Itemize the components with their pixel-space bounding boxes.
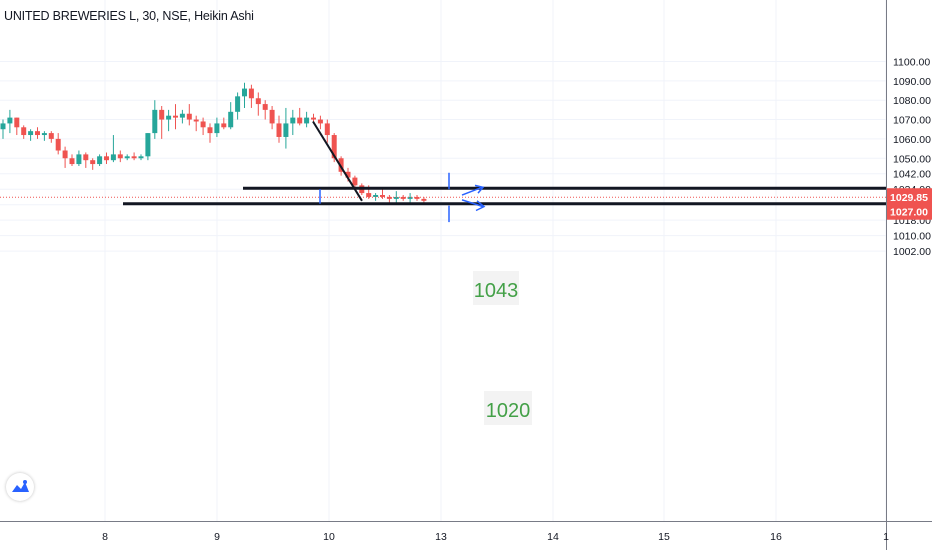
candle-body <box>304 117 310 124</box>
trend-line <box>312 120 363 202</box>
candle-body <box>214 123 220 134</box>
candle-body <box>69 158 75 165</box>
candle-body <box>207 127 213 134</box>
x-tick-label: 9 <box>214 531 220 543</box>
candle-body <box>414 196 420 199</box>
candle-body <box>400 196 406 199</box>
candle-body <box>380 195 385 197</box>
candle-body <box>48 133 54 139</box>
x-tick-label: 16 <box>770 531 782 543</box>
candle-body <box>324 123 330 136</box>
x-tick-label: 10 <box>323 531 335 543</box>
candle-body <box>221 123 227 128</box>
candle-body <box>131 156 137 159</box>
candle-body <box>55 138 61 151</box>
candle-body <box>373 195 379 197</box>
candle-body <box>262 104 268 110</box>
candle-body <box>242 88 247 97</box>
candle-body <box>41 133 47 136</box>
level-price-tag <box>887 202 932 220</box>
candle-body <box>173 115 178 118</box>
candle-body <box>352 177 358 186</box>
candle-body <box>235 96 241 112</box>
candle-body <box>110 154 116 161</box>
candle-body <box>407 196 413 199</box>
candle-body <box>124 156 130 159</box>
y-tick-label: 1080.00 <box>893 95 931 107</box>
arrow-up-head <box>474 184 485 194</box>
arrow-up-shaft <box>461 186 483 196</box>
candle-body <box>366 193 372 197</box>
x-tick-label: 15 <box>658 531 670 543</box>
candle-body <box>97 156 103 165</box>
candle-body <box>138 156 144 159</box>
candle-body <box>248 88 254 99</box>
candles-group <box>0 82 427 205</box>
candle-body <box>83 154 89 161</box>
candle-body <box>421 198 427 201</box>
y-tick-label: 1060.00 <box>893 134 931 146</box>
candle-body <box>255 98 261 105</box>
candle-body <box>104 156 109 161</box>
candle-body <box>166 115 172 120</box>
candle-body <box>90 160 96 165</box>
arrow-down-head <box>475 200 486 212</box>
candle-body <box>290 117 296 124</box>
current-price-tag <box>887 188 932 206</box>
annotation-upper: 1043 <box>474 280 519 302</box>
x-tick-label: 14 <box>547 531 559 543</box>
candle-body <box>283 123 289 137</box>
arrow-down-icon <box>461 199 486 212</box>
candle-body <box>62 150 68 159</box>
y-tick-label: 1070.00 <box>893 115 931 127</box>
y-tick-label: 1010.00 <box>893 231 931 243</box>
candle-body <box>152 109 158 134</box>
candle-body <box>338 158 344 172</box>
annotation-box-upper <box>473 271 519 305</box>
y-tick-label: 1050.00 <box>893 153 931 165</box>
candle-body <box>200 121 206 128</box>
candle-body <box>386 196 392 199</box>
y-tick-label: 1002.00 <box>893 246 931 258</box>
candle-body <box>35 131 40 136</box>
candle-body <box>179 113 185 118</box>
candle-body <box>159 109 165 120</box>
candle-body <box>345 171 351 178</box>
candle-body <box>311 117 316 120</box>
y-tick-label: 1042.00 <box>893 169 931 181</box>
candle-body <box>28 131 34 136</box>
x-tick-label: 1 <box>883 531 889 543</box>
candle-body <box>297 117 303 124</box>
candle-body <box>117 154 123 159</box>
candle-body <box>21 127 27 136</box>
candle-body <box>145 133 151 157</box>
arrow-down-shaft <box>461 199 484 208</box>
level-price-label: 1027.00 <box>890 207 928 219</box>
chart-title: UNITED BREWERIES L, 30, NSE, Heikin Ashi <box>4 9 254 23</box>
candle-body <box>276 123 282 137</box>
tradingview-logo-icon[interactable] <box>6 473 34 501</box>
y-tick-label: 1090.00 <box>893 76 931 88</box>
candle-body <box>186 113 192 120</box>
x-tick-label: 8 <box>102 531 108 543</box>
y-tick-label: 1100.00 <box>893 57 930 69</box>
arrow-up-icon <box>461 184 485 196</box>
candle-body <box>14 117 20 128</box>
annotation-box-lower <box>484 391 532 425</box>
x-tick-label: 13 <box>435 531 447 543</box>
candle-body <box>317 119 323 124</box>
candle-body <box>228 111 234 128</box>
candle-body <box>331 135 337 159</box>
candle-body <box>193 119 199 122</box>
current-price-label: 1029.85 <box>890 192 928 204</box>
candle-body <box>76 154 82 165</box>
candle-body <box>393 196 399 199</box>
annotation-lower: 1020 <box>486 400 531 422</box>
candle-body <box>269 109 275 124</box>
candle-body <box>0 123 6 130</box>
candle-body <box>7 117 13 124</box>
